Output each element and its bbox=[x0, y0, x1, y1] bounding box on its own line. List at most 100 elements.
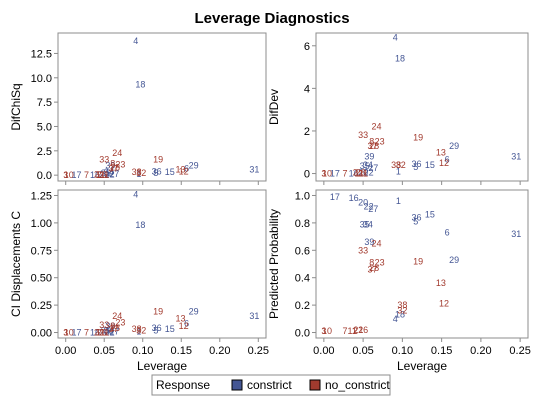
point-label-12: 12 bbox=[179, 166, 189, 176]
point-label-21: 21 bbox=[99, 170, 109, 180]
plot-frame bbox=[57, 189, 267, 339]
point-label-22: 22 bbox=[105, 328, 115, 338]
legend-swatch-no_constrict bbox=[309, 379, 321, 391]
point-label-36: 36 bbox=[152, 323, 162, 333]
point-label-22: 22 bbox=[364, 201, 374, 211]
point-label-20: 20 bbox=[358, 167, 368, 177]
point-label-10: 10 bbox=[322, 326, 332, 336]
point-label-12: 12 bbox=[439, 299, 449, 309]
x-axis-label: Leverage bbox=[397, 359, 447, 373]
point-label-5: 5 bbox=[153, 325, 158, 335]
x-tick-label: 0.00 bbox=[313, 345, 334, 357]
point-label-36: 36 bbox=[411, 212, 421, 222]
point-label-28: 28 bbox=[369, 263, 379, 273]
point-label-33: 33 bbox=[99, 320, 109, 330]
point-label-39: 39 bbox=[105, 160, 115, 170]
point-label-1: 1 bbox=[396, 166, 401, 176]
plot-frame bbox=[57, 32, 267, 182]
point-label-18: 18 bbox=[135, 220, 145, 230]
y-axis-label: DifDev bbox=[267, 89, 281, 125]
point-label-18: 18 bbox=[135, 80, 145, 90]
x-tick-label: 0.15 bbox=[431, 345, 452, 357]
panel-3: 0.00 0.25 0.50 0.75 1.00 1.25 0.00 0.05 0.10 0.15… bbox=[9, 189, 269, 373]
point-label-15: 15 bbox=[165, 324, 175, 334]
x-tick-label: 0.05 bbox=[94, 345, 115, 357]
y-tick-label: 0.50 bbox=[31, 273, 52, 285]
point-label-32: 32 bbox=[396, 160, 406, 170]
point-label-19: 19 bbox=[153, 307, 163, 317]
point-label-21: 21 bbox=[99, 328, 109, 338]
y-tick-label: 0.0 bbox=[37, 170, 52, 182]
legend: Response constrict no_constrict bbox=[151, 374, 391, 396]
point-label-20: 20 bbox=[99, 170, 109, 180]
point-label-23: 23 bbox=[115, 318, 125, 328]
x-tick-label: 0.10 bbox=[132, 345, 153, 357]
y-tick-label: 0.00 bbox=[31, 328, 52, 340]
point-label-21: 21 bbox=[353, 325, 363, 335]
point-label-36: 36 bbox=[411, 159, 421, 169]
point-label-16: 16 bbox=[90, 328, 100, 338]
point-label-17: 17 bbox=[71, 170, 81, 180]
point-label-7: 7 bbox=[84, 170, 89, 180]
point-label-2: 2 bbox=[94, 170, 99, 180]
plot-frame bbox=[315, 32, 529, 182]
y-axis-label: CI Displacements C bbox=[9, 211, 23, 317]
point-label-11: 11 bbox=[96, 170, 105, 180]
point-label-3: 3 bbox=[63, 328, 68, 338]
point-label-39: 39 bbox=[364, 152, 374, 162]
point-label-27: 27 bbox=[109, 326, 119, 336]
y-tick-label: 2.5 bbox=[37, 146, 52, 158]
point-label-13: 13 bbox=[436, 147, 446, 157]
point-label-2: 2 bbox=[353, 167, 358, 177]
point-label-17: 17 bbox=[330, 192, 340, 202]
point-label-6: 6 bbox=[445, 227, 450, 237]
y-tick-label: 4 bbox=[304, 83, 310, 95]
point-label-32: 32 bbox=[136, 325, 146, 335]
x-tick-label: 0.20 bbox=[470, 345, 491, 357]
point-label-34: 34 bbox=[104, 167, 114, 177]
point-label-26: 26 bbox=[358, 325, 368, 335]
point-label-1: 1 bbox=[396, 196, 401, 206]
point-label-5: 5 bbox=[413, 162, 418, 172]
point-label-3: 3 bbox=[321, 326, 326, 336]
x-tick-label: 0.20 bbox=[209, 345, 230, 357]
point-label-1: 1 bbox=[136, 169, 141, 179]
y-tick-label: 5.0 bbox=[37, 121, 52, 133]
point-label-28: 28 bbox=[110, 162, 120, 172]
point-label-29: 29 bbox=[189, 160, 199, 170]
point-label-38: 38 bbox=[397, 300, 407, 310]
point-label-10: 10 bbox=[64, 170, 74, 180]
point-label-13: 13 bbox=[175, 164, 185, 174]
point-label-8: 8 bbox=[369, 258, 374, 268]
point-label-33: 33 bbox=[358, 130, 368, 140]
point-label-23: 23 bbox=[375, 137, 385, 147]
y-tick-label: 0.0 bbox=[295, 328, 310, 340]
point-label-7: 7 bbox=[343, 169, 348, 179]
point-label-35: 35 bbox=[101, 325, 111, 335]
point-label-39: 39 bbox=[105, 321, 115, 331]
point-label-37: 37 bbox=[368, 264, 378, 274]
point-label-17: 17 bbox=[330, 169, 340, 179]
y-tick-label: 7.5 bbox=[37, 97, 52, 109]
legend-frame bbox=[151, 374, 391, 396]
y-tick-label: 0.2 bbox=[295, 300, 310, 312]
point-label-5: 5 bbox=[153, 168, 158, 178]
point-label-37: 37 bbox=[108, 324, 118, 334]
panel-4: 0.0 0.2 0.4 0.6 0.8 1.0 0.00 0.05 0.10 0.15 0.20 0.… bbox=[267, 189, 531, 373]
point-label-28: 28 bbox=[369, 141, 379, 151]
point-label-27: 27 bbox=[109, 169, 119, 179]
y-tick-label: 0.6 bbox=[295, 245, 310, 257]
y-axis-label: Predicted Probability bbox=[267, 209, 281, 319]
point-label-34: 34 bbox=[363, 160, 373, 170]
point-label-16: 16 bbox=[349, 169, 359, 179]
point-label-23: 23 bbox=[115, 159, 125, 169]
point-label-8: 8 bbox=[110, 158, 115, 168]
legend-title: Response bbox=[156, 378, 210, 392]
point-label-39: 39 bbox=[364, 237, 374, 247]
point-label-10: 10 bbox=[64, 328, 74, 338]
point-label-38: 38 bbox=[132, 167, 142, 177]
legend-swatch-constrict bbox=[231, 379, 243, 391]
x-tick-label: 0.10 bbox=[392, 345, 413, 357]
point-label-31: 31 bbox=[249, 164, 259, 174]
point-label-15: 15 bbox=[425, 160, 435, 170]
